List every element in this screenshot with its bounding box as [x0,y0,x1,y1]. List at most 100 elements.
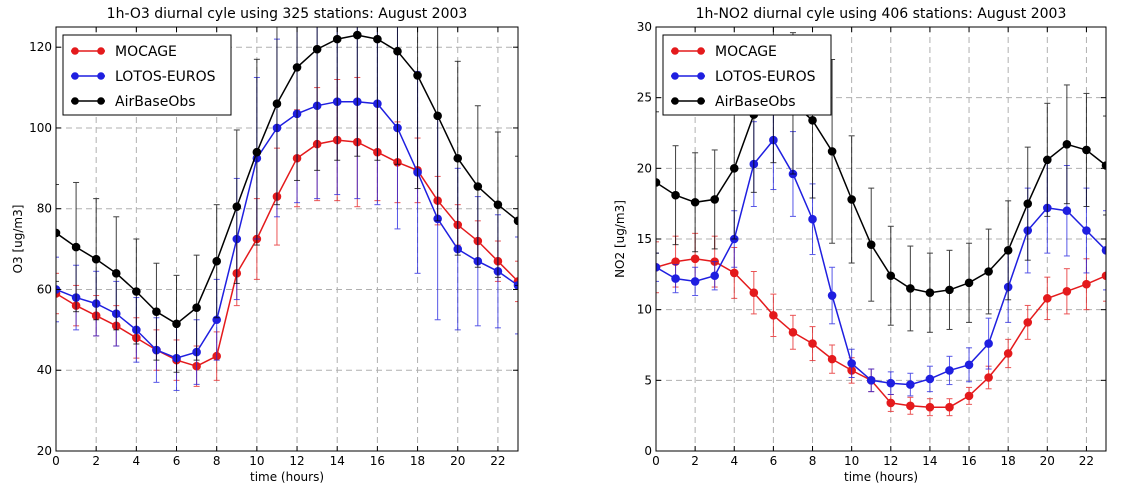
no2-legend-label-airbaseobs: AirBaseObs [715,94,796,110]
o3-line-airbaseobs [56,34,518,325]
o3-point-airbaseobs [473,182,483,191]
no2-legend: MOCAGE LOTOS-EUROS AirBaseObs [662,34,832,116]
no2-errorbar [656,111,659,254]
no2-point-mocage [690,254,700,264]
no2-point-mocage [1043,294,1052,303]
no2-point-lotos-euros [964,360,974,370]
no2-ytick-label: 5 [644,373,652,387]
o3-x-axis-label: time (hours) [250,470,324,484]
o3-legend-label-airbaseobs: AirBaseObs [115,94,196,110]
no2-point-mocage [788,327,798,337]
o3-chart: 0 2 4 6 8 10 12 14 16 18 20 22 20 40 60 80 100 120 1h-O3 d… [11,6,519,484]
no2-ytick-label: 30 [637,20,652,34]
o3-errorbar [515,155,518,286]
no2-legend-marker-mocage [697,47,705,55]
o3-chart-title: 1h-O3 diurnal cyle using 325 stations: A… [107,6,468,22]
no2-point-lotos-euros [827,291,837,300]
no2-xtick-label: 12 [883,454,898,468]
no2-point-mocage [749,288,759,298]
o3-point-airbaseobs [312,44,322,54]
no2-ticks: 0 2 4 6 8 10 12 14 16 18 20 22 0 5 10 15 20 25 30 [637,20,1106,468]
no2-point-lotos-euros [1062,206,1072,216]
no2-point-lotos-euros [1082,226,1091,235]
o3-ytick-label: 40 [37,363,52,377]
no2-legend-marker-lotos-euros [671,72,679,80]
no2-xtick-label: 18 [1001,454,1016,468]
no2-point-mocage [1062,286,1072,296]
no2-point-mocage [1101,271,1106,281]
no2-point-mocage [964,391,974,401]
o3-legend-marker-airbaseobs [97,97,105,105]
no2-xtick-label: 0 [652,454,660,468]
no2-xtick-label: 2 [691,454,699,468]
no2-point-mocage [984,373,993,382]
no2-xtick-label: 10 [844,454,859,468]
no2-legend-marker-lotos-euros [697,72,705,80]
no2-point-airbaseobs [656,178,661,187]
no2-point-lotos-euros [808,214,817,224]
no2-point-airbaseobs [925,288,935,298]
o3-point-airbaseobs [111,269,121,278]
o3-xtick-label: 8 [213,454,221,468]
o3-y-axis-label: O3 [ug/m3] [11,205,25,274]
no2-chart: 0 2 4 6 8 10 12 14 16 18 20 22 0 5 10 15 20 25 30 1h-NO2 di… [613,6,1107,484]
o3-point-airbaseobs [272,99,282,109]
no2-point-mocage [886,398,896,408]
o3-point-airbaseobs [91,254,101,264]
no2-legend-label-mocage: MOCAGE [715,44,777,60]
o3-xtick-label: 22 [490,454,505,468]
o3-series-airbaseobs [56,27,518,373]
no2-point-mocage [1003,349,1013,358]
o3-point-airbaseobs [71,242,81,252]
no2-point-lotos-euros [710,271,719,281]
no2-xtick-label: 4 [730,454,738,468]
o3-xtick-label: 10 [249,454,264,468]
no2-point-mocage [827,354,837,364]
no2-xtick-label: 8 [809,454,817,468]
o3-line-lotos-euros [56,100,518,359]
o3-point-airbaseobs [132,287,141,296]
no2-point-lotos-euros [945,366,954,375]
no2-errorbar [1103,115,1106,216]
no2-x-axis-label: time (hours) [844,470,918,484]
o3-point-airbaseobs [353,30,362,40]
no2-ytick-label: 0 [644,444,652,458]
o3-point-airbaseobs [232,202,242,211]
no2-series-group [656,27,1106,417]
no2-point-airbaseobs [945,285,954,295]
no2-point-airbaseobs [847,195,856,204]
o3-xtick-label: 16 [370,454,385,468]
no2-point-airbaseobs [729,164,739,173]
o3-point-airbaseobs [212,256,221,266]
no2-point-airbaseobs [808,115,817,125]
no2-point-mocage [945,402,954,412]
o3-ytick-label: 80 [37,202,52,216]
o3-ytick-label: 20 [37,444,52,458]
no2-point-lotos-euros [886,378,896,388]
no2-xtick-label: 22 [1079,454,1094,468]
no2-point-airbaseobs [827,147,837,156]
no2-point-lotos-euros [984,339,993,348]
o3-point-airbaseobs [252,147,262,157]
o3-point-airbaseobs [172,319,181,329]
o3-ytick-label: 60 [37,282,52,296]
o3-point-airbaseobs [493,200,503,209]
no2-series-mocage [656,232,1106,417]
o3-point-airbaseobs [413,71,422,80]
no2-point-mocage [1082,279,1091,289]
no2-point-airbaseobs [1062,140,1072,149]
no2-point-lotos-euros [906,380,915,389]
o3-point-airbaseobs [433,111,442,121]
o3-point-airbaseobs [292,63,302,72]
o3-legend-label-lotos-euros: LOTOS-EUROS [115,69,216,85]
no2-point-airbaseobs [1101,161,1106,170]
o3-ticks: 0 2 4 6 8 10 12 14 16 18 20 22 20 40 60 80 100 120 [29,27,518,468]
no2-line-lotos-euros [656,138,1106,386]
no2-xtick-label: 6 [770,454,778,468]
o3-xtick-label: 0 [52,454,60,468]
no2-point-mocage [1023,318,1033,327]
o3-legend-marker-lotos-euros [97,72,105,80]
no2-point-mocage [769,311,778,320]
no2-legend-marker-airbaseobs [671,97,679,105]
